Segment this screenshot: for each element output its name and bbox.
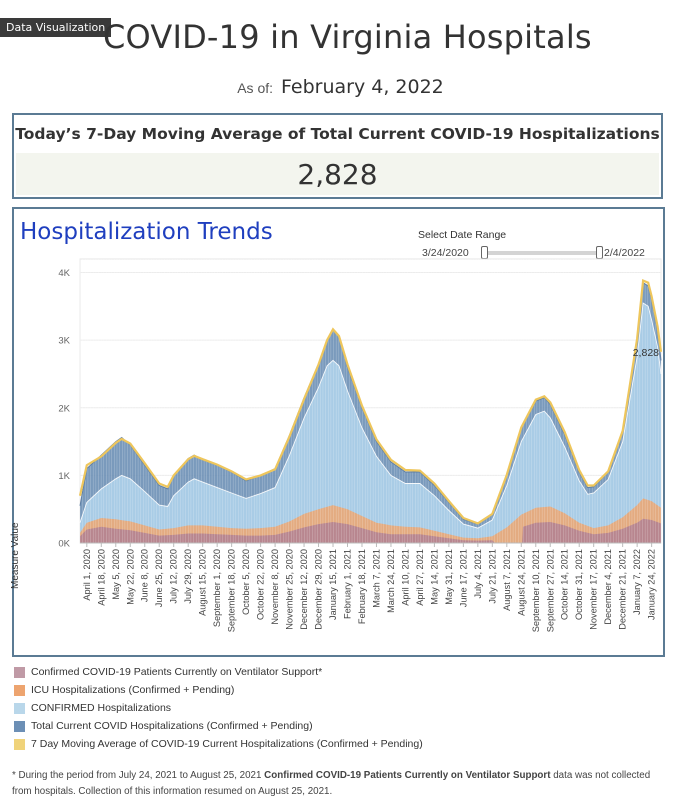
hospitalization-trends-panel: Hospitalization Trends Select Date Range… bbox=[10, 207, 665, 657]
x-tick-label: September 1, 2020 bbox=[212, 549, 222, 627]
x-tick-label: April 10, 2021 bbox=[400, 549, 410, 606]
panel-title: Hospitalization Trends bbox=[20, 219, 273, 245]
x-tick-label: March 7, 2021 bbox=[371, 549, 381, 608]
series-confirmed-area bbox=[80, 303, 661, 543]
footnote: * During the period from July 24, 2021 t… bbox=[12, 768, 652, 800]
date-range-end: 2/4/2022 bbox=[604, 247, 645, 259]
legend-item-moving-average[interactable]: 7 Day Moving Average of COVID-19 Current… bbox=[14, 735, 423, 753]
x-tick-label: January 24, 2022 bbox=[647, 549, 657, 620]
x-tick-label: May 14, 2021 bbox=[429, 549, 439, 605]
date-range-start: 3/24/2020 bbox=[422, 247, 469, 259]
kpi-heading: Today’s 7-Day Moving Average of Total Cu… bbox=[15, 125, 660, 143]
x-tick-label: September 18, 2020 bbox=[227, 549, 237, 632]
as-of-line: As of: February 4, 2022 bbox=[0, 76, 681, 98]
x-tick-label: May 22, 2020 bbox=[125, 549, 135, 605]
x-tick-label: November 17, 2021 bbox=[589, 549, 599, 630]
x-tick-label: December 12, 2020 bbox=[299, 549, 309, 630]
x-tick-label: October 14, 2021 bbox=[560, 549, 570, 620]
x-tick-label: December 21, 2021 bbox=[618, 549, 628, 630]
legend-swatch-total bbox=[14, 720, 25, 732]
x-tick-label: November 8, 2020 bbox=[270, 549, 280, 625]
x-tick-label: July 4, 2021 bbox=[473, 549, 483, 599]
chart-legend: Confirmed COVID-19 Patients Currently on… bbox=[14, 663, 423, 753]
legend-swatch-moving-average bbox=[14, 738, 25, 750]
series-ventilator-area bbox=[80, 518, 661, 543]
x-tick-label: June 8, 2020 bbox=[140, 549, 150, 602]
date-range-slider[interactable] bbox=[484, 251, 600, 255]
legend-item-ventilator[interactable]: Confirmed COVID-19 Patients Currently on… bbox=[14, 663, 423, 681]
x-tick-label: April 27, 2021 bbox=[415, 549, 425, 606]
x-tick-label: January 15, 2021 bbox=[328, 549, 338, 620]
legend-label-confirmed: CONFIRMED Hospitalizations bbox=[31, 702, 172, 714]
x-tick-label: May 31, 2021 bbox=[444, 549, 454, 605]
x-tick-label: October 5, 2020 bbox=[241, 549, 251, 615]
legend-swatch-confirmed bbox=[14, 702, 25, 714]
footnote-post: data was not collected from hospitals. C… bbox=[12, 770, 651, 797]
y-tick-label: 3K bbox=[58, 336, 70, 347]
legend-label-total: Total Current COVID Hospitalizations (Co… bbox=[31, 720, 313, 732]
x-tick-label: September 10, 2021 bbox=[531, 549, 541, 632]
x-tick-label: August 24, 2021 bbox=[516, 549, 526, 616]
kpi-card: Today’s 7-Day Moving Average of Total Cu… bbox=[12, 113, 663, 199]
x-tick-label: May 5, 2020 bbox=[111, 549, 121, 600]
x-tick-label: October 22, 2020 bbox=[256, 549, 266, 620]
footnote-bold: Confirmed COVID-19 Patients Currently on… bbox=[264, 770, 551, 781]
as-of-date: February 4, 2022 bbox=[281, 76, 444, 98]
x-tick-label: November 25, 2020 bbox=[285, 549, 295, 630]
legend-swatch-ventilator bbox=[14, 666, 25, 678]
x-tick-label: September 27, 2021 bbox=[545, 549, 555, 632]
x-tick-label: February 1, 2021 bbox=[342, 549, 352, 619]
series-moving-average-line bbox=[78, 279, 663, 525]
legend-swatch-icu bbox=[14, 684, 25, 696]
x-tick-label: April 18, 2020 bbox=[96, 549, 106, 606]
legend-label-moving-average: 7 Day Moving Average of COVID-19 Current… bbox=[31, 738, 423, 750]
x-tick-label: June 17, 2021 bbox=[458, 549, 468, 607]
x-tick-label: January 7, 2022 bbox=[632, 549, 642, 615]
x-tick-label: August 15, 2020 bbox=[198, 549, 208, 616]
data-visualization-tag: Data Visualization bbox=[0, 18, 112, 37]
x-tick-label: July 29, 2020 bbox=[183, 549, 193, 604]
latest-value-annotation: 2,828 bbox=[633, 347, 659, 359]
legend-item-total[interactable]: Total Current COVID Hospitalizations (Co… bbox=[14, 717, 423, 735]
y-tick-label: 4K bbox=[58, 268, 70, 279]
kpi-value: 2,828 bbox=[16, 153, 659, 195]
date-range-label: Select Date Range bbox=[418, 229, 507, 241]
x-tick-label: August 7, 2021 bbox=[502, 549, 512, 611]
x-tick-label: October 31, 2021 bbox=[574, 549, 584, 620]
series-confirmed-line bbox=[79, 302, 662, 529]
y-tick-label: 2K bbox=[58, 403, 70, 414]
x-tick-label: March 24, 2021 bbox=[386, 549, 396, 613]
as-of-label: As of: bbox=[237, 80, 274, 96]
legend-label-icu: ICU Hospitalizations (Confirmed + Pendin… bbox=[31, 684, 235, 696]
y-tick-label: 1K bbox=[58, 471, 70, 482]
x-tick-label: December 29, 2020 bbox=[314, 549, 324, 630]
series-icu-area bbox=[80, 498, 661, 543]
page-title: COVID-19 in Virginia Hospitals bbox=[103, 18, 592, 56]
hospitalization-chart: 0K 1K 2K 3K 4K 2,828 April 1, 2020 April 18, 20… bbox=[58, 258, 663, 632]
x-tick-label: July 12, 2020 bbox=[169, 549, 179, 604]
legend-item-confirmed[interactable]: CONFIRMED Hospitalizations bbox=[14, 699, 423, 717]
legend-item-icu[interactable]: ICU Hospitalizations (Confirmed + Pendin… bbox=[14, 681, 423, 699]
footnote-pre: * During the period from July 24, 2021 t… bbox=[12, 770, 265, 781]
y-tick-label: 0K bbox=[58, 539, 70, 550]
x-tick-label: February 18, 2021 bbox=[357, 549, 367, 624]
x-tick-label: December 4, 2021 bbox=[603, 549, 613, 625]
x-tick-label: July 21, 2021 bbox=[487, 549, 497, 604]
legend-label-ventilator: Confirmed COVID-19 Patients Currently on… bbox=[31, 666, 323, 678]
x-tick-label: April 1, 2020 bbox=[82, 549, 92, 601]
x-tick-label: June 25, 2020 bbox=[154, 549, 164, 607]
